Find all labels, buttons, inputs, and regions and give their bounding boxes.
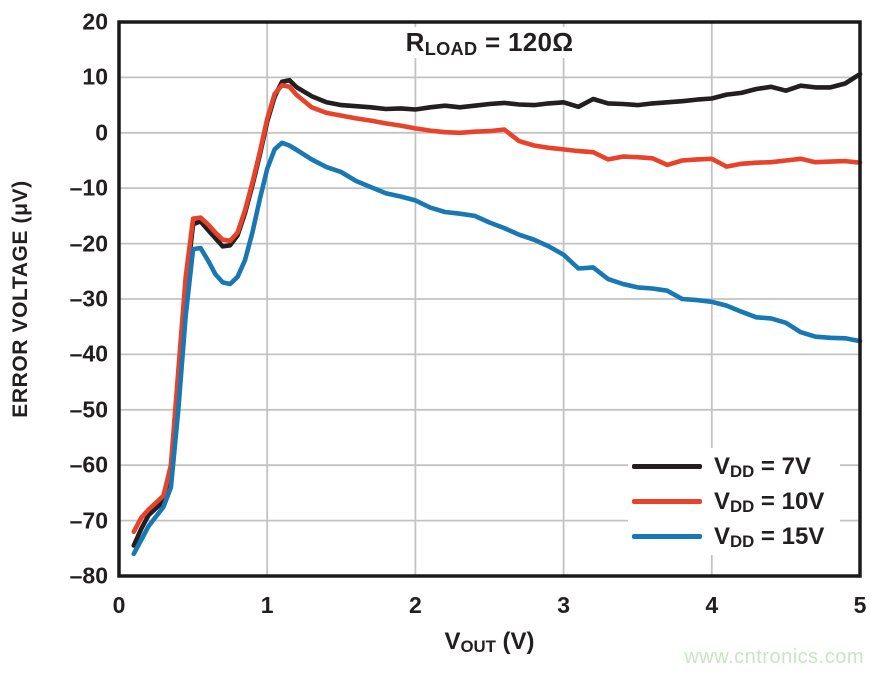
y-tick-label: 0	[95, 119, 108, 146]
x-tick-label: 2	[408, 592, 422, 618]
y-tick-label: –40	[69, 340, 108, 367]
chart-title: RLOAD = 120Ω	[119, 27, 860, 59]
legend-label-vdd-15v: VDD = 15V	[714, 522, 825, 551]
series-line-vdd-10v	[131, 82, 863, 535]
x-tick-label: 5	[853, 592, 867, 618]
x-tick-label: 0	[112, 592, 126, 618]
x-tick-label: 1	[260, 592, 274, 618]
chart-title-text: RLOAD = 120Ω	[393, 27, 586, 59]
y-tick-label: –10	[69, 174, 108, 201]
y-tick-label: –20	[69, 230, 108, 257]
legend: VDD = 7V VDD = 10V VDD = 15V	[628, 448, 840, 555]
series-line-vdd-7v	[131, 71, 863, 548]
y-tick-label: –80	[69, 562, 108, 589]
x-axis-label: VOUT (V)	[119, 628, 860, 656]
legend-label-vdd-10v: VDD = 10V	[714, 487, 825, 516]
y-tick-label: –50	[69, 396, 108, 423]
series-line-vdd-15v	[131, 140, 863, 557]
y-tick-label: 20	[82, 8, 108, 35]
legend-line-vdd-15v	[632, 534, 702, 539]
x-axis-label-text: VOUT (V)	[444, 628, 535, 657]
legend-label-vdd-7v: VDD = 7V	[714, 452, 811, 481]
legend-item-vdd-7v: VDD = 7V	[628, 449, 840, 484]
y-axis-label: ERROR VOLTAGE (μV)	[9, 180, 32, 418]
legend-line-vdd-10v	[632, 499, 702, 504]
y-tick-label: –70	[69, 507, 108, 534]
y-tick-label: 10	[82, 63, 108, 90]
y-tick-label: –30	[69, 285, 108, 312]
legend-item-vdd-15v: VDD = 15V	[628, 519, 840, 554]
watermark: www.cntronics.com	[684, 646, 864, 668]
legend-item-vdd-10v: VDD = 10V	[628, 484, 840, 519]
legend-line-vdd-7v	[632, 464, 702, 469]
x-tick-label: 3	[557, 592, 570, 618]
plot-frame	[117, 20, 862, 578]
y-tick-label: –60	[69, 451, 108, 478]
x-tick-label: 4	[705, 592, 719, 618]
